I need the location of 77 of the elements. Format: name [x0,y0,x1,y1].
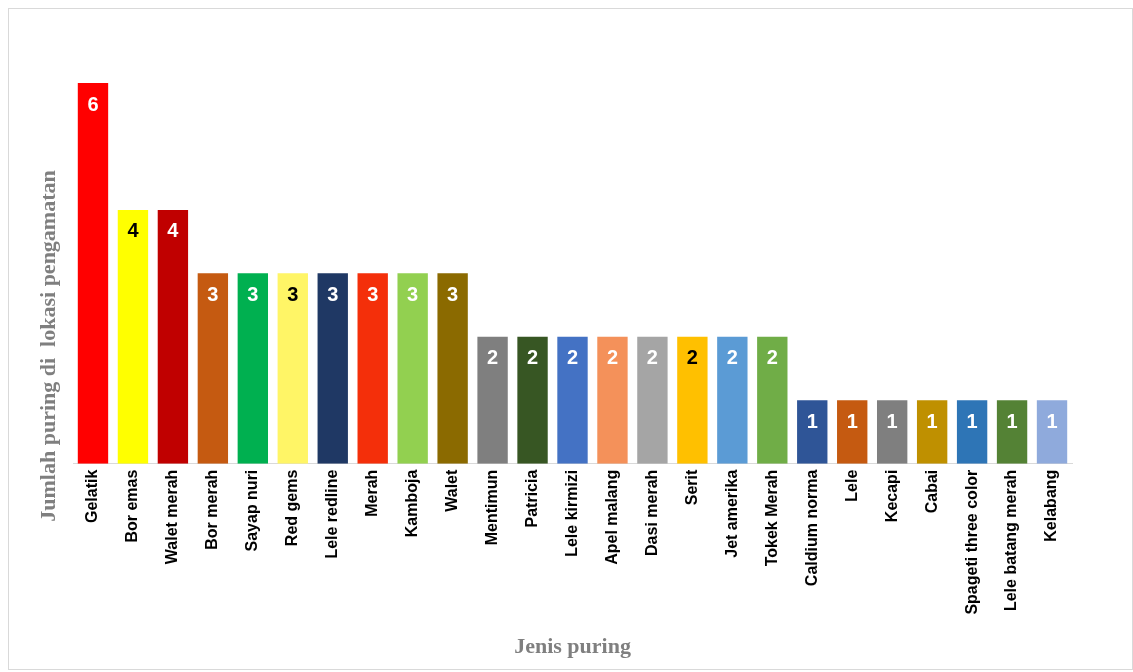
bar [597,336,628,464]
data-label: 2 [646,346,658,369]
bar [77,83,109,464]
data-label: 3 [367,282,379,305]
x-tick-label: Gelatik [83,469,101,524]
data-label: 1 [1046,409,1058,432]
x-axis-title: Jenis puring [514,633,631,659]
data-label: 2 [766,346,778,369]
bar [717,336,748,464]
x-tick-label: Lele [842,469,860,502]
x-tick-label: Spageti three color [962,469,980,615]
x-tick-label: Cabai [922,469,940,514]
data-label: 2 [566,346,579,369]
x-tick-label: Lele kirmizi [562,469,580,557]
x-tick-label: Merah [363,469,381,517]
data-label: 2 [726,346,738,369]
data-label: 3 [287,282,299,305]
data-label: 2 [526,346,539,369]
data-label: 3 [327,282,339,305]
data-label: 2 [606,346,619,369]
x-tick-label: Patricia [522,469,540,528]
data-label: 4 [167,219,180,242]
x-tick-label: Bor merah [203,469,221,550]
x-tick-label: Lele batang merah [1002,469,1020,612]
data-label: 3 [407,282,419,305]
x-tick-label: Caldium norma [802,469,820,587]
bar [956,400,988,464]
x-tick-label: Serit [682,469,700,506]
bar [757,336,788,464]
bar [157,209,189,464]
data-label: 3 [247,282,259,305]
bar [1036,400,1068,464]
data-label: 1 [806,409,818,432]
data-label: 1 [1006,409,1018,432]
bar [237,273,269,464]
x-tick-label: Lele redline [323,469,341,559]
data-label: 4 [127,219,140,242]
x-tick-label: Kelabang [1042,469,1060,542]
data-label: 2 [487,346,499,369]
bar [996,400,1028,464]
x-tick-label: Tokek Merah [762,469,780,567]
data-label: 1 [886,409,898,432]
data-label: 1 [926,409,938,432]
bar [797,400,828,464]
x-tick-label: Bor emas [123,469,141,543]
x-tick-label: Red gems [283,469,301,547]
data-label: 1 [966,409,978,432]
data-label: 2 [686,346,698,369]
bar [677,336,708,464]
x-tick-label: Jet amerika [722,469,740,558]
bar [557,336,588,464]
bar [277,273,308,464]
x-tick-label: Kecapi [882,469,900,523]
bar [437,273,468,464]
bar [117,209,149,464]
bar [837,400,868,464]
bar [197,273,229,464]
data-label: 3 [207,282,219,305]
bar [916,400,948,464]
bar [877,400,908,464]
bar [637,336,668,464]
bar [477,336,508,464]
x-tick-label: Dasi merah [642,469,660,556]
bar [397,273,428,464]
x-tick-label: Walet merah [163,469,181,565]
x-tick-label: Mentimun [482,469,500,546]
bar [517,336,548,464]
data-label: 6 [87,92,99,115]
x-tick-label: Sayap nuri [243,469,261,552]
bar [357,273,388,464]
x-tick-label: Walet [443,469,461,512]
y-axis-title: Jumlah puring di lokasi pengamatan [34,170,60,522]
data-label: 1 [846,409,858,432]
x-tick-label: Kamboja [403,469,421,538]
bar [317,273,348,464]
x-tick-label: Apel malang [602,469,620,565]
data-label: 3 [447,282,459,305]
